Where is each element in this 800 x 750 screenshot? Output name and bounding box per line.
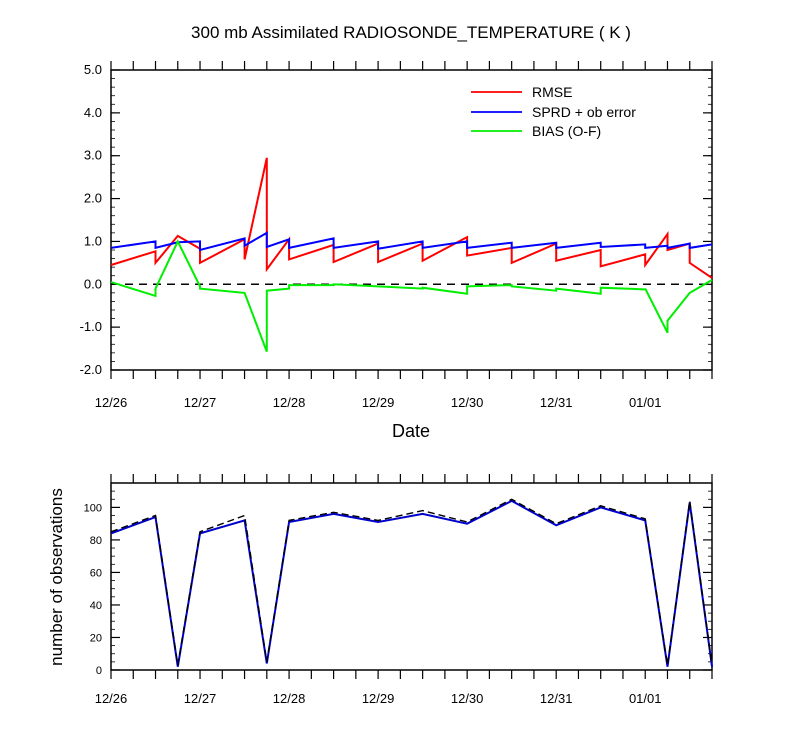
y-tick-label: -2.0 [80,362,102,377]
legend-label-bias: BIAS (O-F) [532,123,601,139]
y-tick-label: 5.0 [84,62,102,77]
x-tick-label: 12/27 [184,691,217,706]
legend-label-rmse: RMSE [532,84,572,100]
x-tick-label: 01/01 [629,395,662,410]
y-tick-label: 1.0 [84,233,102,248]
series-line-bias-o-f [110,239,713,352]
x-tick-label: 12/29 [362,691,395,706]
x-tick-label: 12/27 [184,395,217,410]
top-y-tick-labels: -2.0 -1.0 0.0 1.0 2.0 3.0 4.0 5.0 [80,62,102,377]
bottom-series-lines [110,498,713,667]
chart-title: 300 mb Assimilated RADIOSONDE_TEMPERATUR… [191,23,631,42]
bottom-plot-frame [110,482,713,671]
y-tick-label: 100 [84,502,102,514]
y-tick-label: 2.0 [84,191,102,206]
x-tick-label: 12/29 [362,395,395,410]
y-axis-label: number of observations [47,488,66,666]
top-tick-marks [110,61,713,379]
series-line-used [110,499,713,667]
top-chart: -2.0-1.00.01.02.03.04.05.0 12/26 12/27 12/… [80,61,713,441]
x-tick-label: 12/30 [451,691,484,706]
y-tick-label: 40 [90,600,102,612]
series-line-sprd-ob-error [110,231,713,252]
bottom-tick-marks [110,474,713,679]
y-tick-label: 3.0 [84,148,102,163]
y-tick-label: 0.0 [84,276,102,291]
top-plot-frame [110,69,713,371]
bottom-y-tick-labels: 0 20 40 60 80 100 [84,502,102,677]
x-tick-label: 12/31 [540,395,573,410]
y-tick-label: 20 [90,632,102,644]
y-tick-label: 4.0 [84,105,102,120]
x-tick-label: 12/28 [273,691,306,706]
x-tick-label: 12/26 [95,691,128,706]
series-line-possible [110,498,713,666]
x-tick-label: 12/31 [540,691,573,706]
legend-label-sprd: SPRD + ob error [532,104,636,120]
y-tick-label: 60 [90,567,102,579]
x-tick-label: 01/01 [629,691,662,706]
y-tick-label: 80 [90,535,102,547]
y-tick-label: 0 [96,665,102,677]
x-tick-label: 12/26 [95,395,128,410]
top-x-tick-labels: 12/26 12/27 12/28 12/29 12/30 12/31 01/01 [95,395,662,410]
x-tick-label: 12/30 [451,395,484,410]
top-series-lines [110,157,713,352]
bottom-x-tick-labels: 12/26 12/27 12/28 12/29 12/30 12/31 01/01 [95,691,662,706]
x-axis-label: Date [392,421,430,441]
legend: RMSE SPRD + ob error BIAS (O-F) [471,84,636,139]
y-tick-label: -1.0 [80,319,102,334]
series-line-rmse [110,157,713,279]
x-tick-label: 12/28 [273,395,306,410]
